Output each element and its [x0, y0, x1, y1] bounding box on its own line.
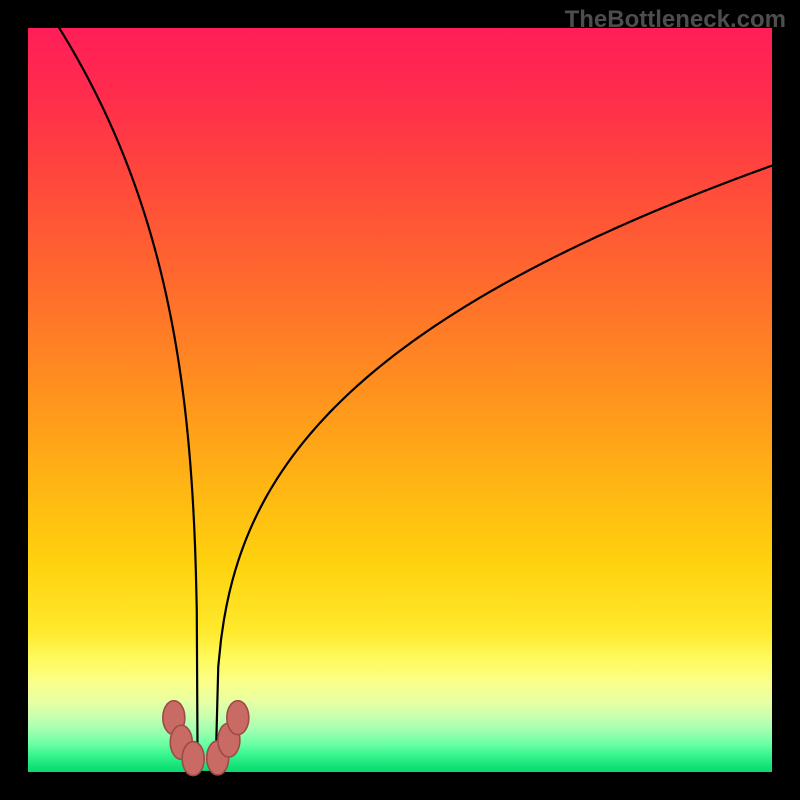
chart-root: TheBottleneck.com — [0, 0, 800, 800]
curve-marker — [227, 701, 249, 735]
watermark-text: TheBottleneck.com — [565, 6, 786, 34]
marker-layer — [0, 0, 800, 800]
curve-marker — [182, 742, 204, 776]
